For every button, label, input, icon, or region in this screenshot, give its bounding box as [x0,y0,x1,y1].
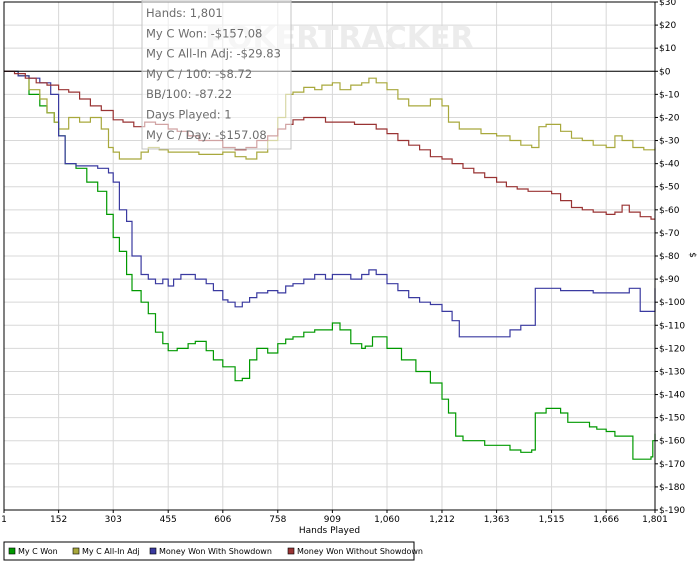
y-tick-label: $10 [659,44,676,54]
x-tick-label: 152 [50,515,67,525]
x-tick-label: 1,212 [429,515,455,525]
legend-swatch [72,547,80,555]
y-tick-label: $-50 [659,183,680,193]
legend-label: My C All-In Adj [82,547,140,556]
tooltip-line: BB/100: -87.22 [146,87,232,101]
tooltip-box [141,0,292,150]
y-tick-label: $-100 [659,298,685,308]
x-tick-label: 1,363 [484,515,510,525]
legend-swatch [287,547,295,555]
y-tick-label: $30 [659,0,676,8]
tooltip-line: My C / Day: -$157.08 [146,128,267,142]
x-axis: 1 152 303 455 606 758 909 1,060 1,212 1,363 1,515 1… [1,510,668,525]
x-tick-label: 303 [105,515,122,525]
y-tick-label: $-160 [659,437,685,447]
series-line-4 [4,70,655,220]
plot-lines [4,70,656,460]
y-tick-label: $-170 [659,460,685,470]
series-line-1 [4,70,656,460]
y-tick-label: $-150 [659,414,685,424]
y-tick-label: $-110 [659,321,685,331]
y-tick-label: $-40 [659,160,680,170]
legend-swatch [149,547,157,555]
y-axis: $30 $20 $10 $0 $-10 $-20 $-30 $-40 $-50 $-60 $-70 $… [655,0,685,516]
x-tick-label: 1,666 [593,515,619,525]
x-tick-label: 909 [324,515,341,525]
y-tick-label: $-90 [659,275,680,285]
tooltip-line: Hands: 1,801 [146,6,223,20]
x-tick-label: 606 [214,515,231,525]
y-tick-label: $-10 [659,90,680,100]
y-tick-label: $20 [659,21,676,31]
y-tick-label: $0 [659,67,671,77]
series-line-2 [4,70,656,160]
tooltip-line: My C / 100: -$8.72 [146,67,252,81]
y-tick-label: $-120 [659,344,685,354]
x-tick-label: 455 [160,515,177,525]
y-tick-label: $-180 [659,483,685,493]
y-tick-label: $-140 [659,391,685,401]
legend-label: My C Won [18,547,58,556]
y-tick-label: $-130 [659,367,685,377]
grid [3,1,656,511]
legend-swatch [8,547,16,555]
legend-label: Money Won Without Showdown [297,547,423,556]
x-tick-label: 1,515 [539,515,565,525]
y-tick-label: $-20 [659,113,680,123]
legend-label: Money Won With Showdown [159,547,272,556]
legend-box [3,541,415,561]
tooltip: Hands: 1,801 My C Won: -$157.08 My C All-I… [141,0,292,150]
tooltip-line: My C Won: -$157.08 [146,26,262,40]
tooltip-line: My C All-In Adj: -$29.83 [146,47,281,61]
legend: My C Won My C All-In Adj Money Won With Sh… [3,541,423,561]
y-tick-label: $-70 [659,229,680,239]
y-axis-label: $ [687,252,697,258]
y-tick-label: $-30 [659,137,680,147]
x-tick-label: 758 [269,515,286,525]
y-tick-label: $-190 [659,506,685,516]
x-tick-label: 1,060 [374,515,400,525]
x-tick-label: 1 [1,515,7,525]
y-tick-label: $-80 [659,252,680,262]
x-axis-label: Hands Played [299,526,360,536]
x-tick-label: 1,801 [642,515,668,525]
series-line-3 [4,70,656,338]
tooltip-line: Days Played: 1 [146,108,232,122]
y-tick-label: $-60 [659,206,680,216]
